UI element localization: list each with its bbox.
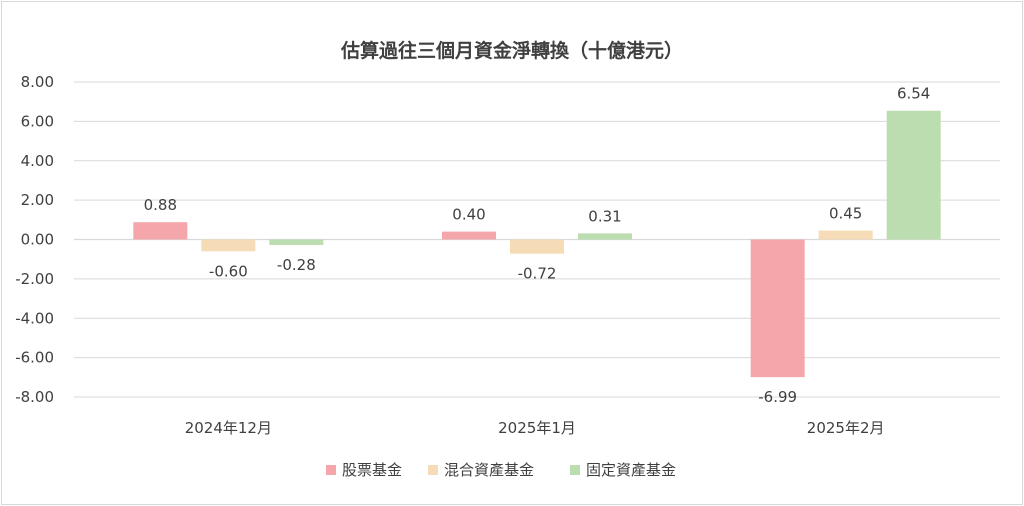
y-tick-label: 0.00: [21, 231, 54, 249]
labels-layer: 2024年12月 0.88 -0.60 -0.28 2025年1月 0.40 -0.72 0.…: [144, 85, 931, 437]
bar: [201, 239, 256, 252]
data-label: 0.40: [452, 206, 485, 224]
data-label: -0.72: [518, 265, 557, 283]
legend-swatch: [570, 465, 580, 475]
bar: [510, 239, 564, 254]
y-tick-label: 8.00: [21, 73, 54, 91]
legend-label: 股票基金: [342, 461, 402, 479]
bar: [442, 231, 496, 240]
y-tick-label: -2.00: [15, 270, 54, 288]
y-tick-label: -4.00: [15, 309, 54, 327]
bar: [818, 230, 873, 240]
y-tick-label: 4.00: [21, 152, 54, 170]
data-label: -0.28: [277, 256, 316, 274]
x-category-label: 2025年1月: [498, 419, 576, 437]
bar: [750, 239, 805, 378]
data-label: -0.60: [209, 262, 248, 280]
bar: [886, 110, 941, 240]
bar: [133, 222, 188, 240]
legend-label: 固定資產基金: [586, 461, 676, 479]
y-tick-label: 6.00: [21, 112, 54, 130]
data-label: 0.31: [588, 207, 621, 225]
data-label: 0.88: [144, 196, 177, 214]
y-tick-label: 2.00: [21, 191, 54, 209]
legend-swatch: [326, 465, 336, 475]
legend-label: 混合資產基金: [444, 461, 534, 479]
y-tick-label: -6.00: [15, 349, 54, 367]
chart-title: 估算過往三個月資金淨轉換（十億港元）: [340, 39, 683, 62]
data-label: -6.99: [758, 388, 797, 406]
legend-swatch: [428, 465, 438, 475]
bars-layer: [133, 110, 941, 378]
data-label: 0.45: [829, 205, 862, 223]
bar: [578, 233, 632, 240]
data-label: 6.54: [897, 85, 930, 103]
bar: [269, 239, 324, 246]
x-category-label: 2024年12月: [185, 419, 272, 437]
y-tick-label: -8.00: [15, 388, 54, 406]
x-category-label: 2025年2月: [807, 419, 885, 437]
legend: 股票基金 混合資產基金 固定資產基金: [326, 461, 676, 479]
